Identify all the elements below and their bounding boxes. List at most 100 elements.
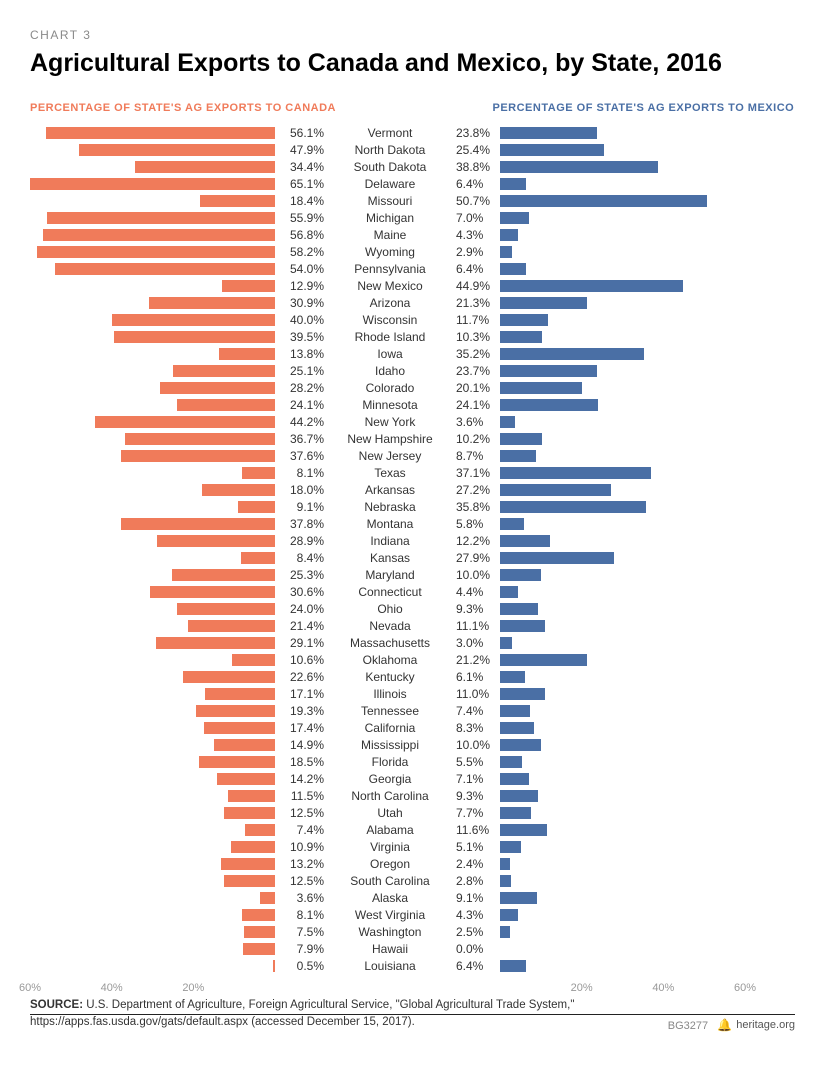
canada-bar [222,280,275,292]
mexico-bar [500,314,548,326]
canada-bar [244,926,275,938]
mexico-pct: 8.7% [450,449,500,463]
canada-bar [177,603,275,615]
mexico-bar-wrap [500,824,745,836]
canada-bar [157,535,275,547]
mexico-pct: 9.1% [450,891,500,905]
mexico-bar [500,212,529,224]
canada-bar [217,773,275,785]
chart-title: Agricultural Exports to Canada and Mexic… [30,48,795,78]
data-row: 17.4%California8.3% [30,719,795,736]
canada-pct: 37.8% [275,517,330,531]
mexico-bar-wrap [500,229,745,241]
state-name: West Virginia [330,908,450,922]
data-row: 11.5%North Carolina9.3% [30,787,795,804]
canada-bar [46,127,275,139]
canada-pct: 7.9% [275,942,330,956]
mexico-bar [500,892,537,904]
mexico-pct: 11.1% [450,619,500,633]
canada-bar-wrap [30,858,275,870]
data-row: 18.4%Missouri50.7% [30,192,795,209]
mexico-bar [500,671,525,683]
state-name: Georgia [330,772,450,786]
data-row: 25.3%Maryland10.0% [30,566,795,583]
state-name: Maryland [330,568,450,582]
canada-bar-wrap [30,127,275,139]
canada-bar-wrap [30,144,275,156]
mexico-bar [500,348,644,360]
canada-bar [242,909,275,921]
state-name: California [330,721,450,735]
canada-pct: 13.2% [275,857,330,871]
canada-bar-wrap [30,212,275,224]
mexico-bar-wrap [500,943,745,955]
state-name: Alabama [330,823,450,837]
mexico-bar [500,858,510,870]
mexico-bar-wrap [500,586,745,598]
canada-bar [55,263,276,275]
canada-bar-wrap [30,841,275,853]
canada-bar [245,824,275,836]
canada-pct: 19.3% [275,704,330,718]
canada-pct: 3.6% [275,891,330,905]
mexico-bar [500,773,529,785]
data-row: 7.5%Washington2.5% [30,923,795,940]
mexico-bar [500,450,536,462]
data-row: 18.5%Florida5.5% [30,753,795,770]
canada-bar-wrap [30,688,275,700]
mexico-bar-wrap [500,178,745,190]
canada-bar [114,331,275,343]
canada-bar-wrap [30,773,275,785]
doc-id: BG3277 🔔 heritage.org [668,1018,795,1032]
mexico-pct: 20.1% [450,381,500,395]
mexico-pct: 11.6% [450,823,500,837]
canada-bar-wrap [30,365,275,377]
canada-bar-wrap [30,246,275,258]
data-row: 9.1%Nebraska35.8% [30,498,795,515]
mexico-bar-wrap [500,331,745,343]
state-name: Alaska [330,891,450,905]
mexico-bar-wrap [500,603,745,615]
mexico-pct: 44.9% [450,279,500,293]
state-name: New Jersey [330,449,450,463]
mexico-pct: 2.8% [450,874,500,888]
mexico-bar-wrap [500,552,745,564]
canada-bar-wrap [30,603,275,615]
mexico-bar [500,467,651,479]
data-row: 21.4%Nevada11.1% [30,617,795,634]
state-name: Connecticut [330,585,450,599]
state-name: South Carolina [330,874,450,888]
canada-pct: 7.5% [275,925,330,939]
canada-bar-wrap [30,280,275,292]
state-name: Wyoming [330,245,450,259]
state-name: Massachusetts [330,636,450,650]
mexico-pct: 12.2% [450,534,500,548]
mexico-bar [500,382,582,394]
mexico-bar [500,824,547,836]
state-name: Oklahoma [330,653,450,667]
mexico-bar-wrap [500,297,745,309]
source-body: U.S. Department of Agriculture, Foreign … [30,999,574,1028]
canada-bar-wrap [30,586,275,598]
state-name: Kentucky [330,670,450,684]
mexico-pct: 5.8% [450,517,500,531]
canada-pct: 40.0% [275,313,330,327]
canada-bar [196,705,275,717]
mexico-bar-wrap [500,960,745,972]
canada-bar [260,892,275,904]
canada-bar [200,195,275,207]
canada-pct: 29.1% [275,636,330,650]
canada-bar-wrap [30,756,275,768]
mexico-bar-wrap [500,841,745,853]
canada-pct: 47.9% [275,143,330,157]
mexico-bar-wrap [500,433,745,445]
mexico-axis-label: PERCENTAGE OF STATE'S AG EXPORTS TO MEXI… [413,102,796,114]
canada-bar [149,297,275,309]
canada-pct: 36.7% [275,432,330,446]
state-name: North Dakota [330,143,450,157]
x-tick-right: 40% [652,982,674,994]
canada-pct: 11.5% [275,789,330,803]
site-name: heritage.org [736,1019,795,1031]
canada-pct: 65.1% [275,177,330,191]
canada-bar [125,433,275,445]
